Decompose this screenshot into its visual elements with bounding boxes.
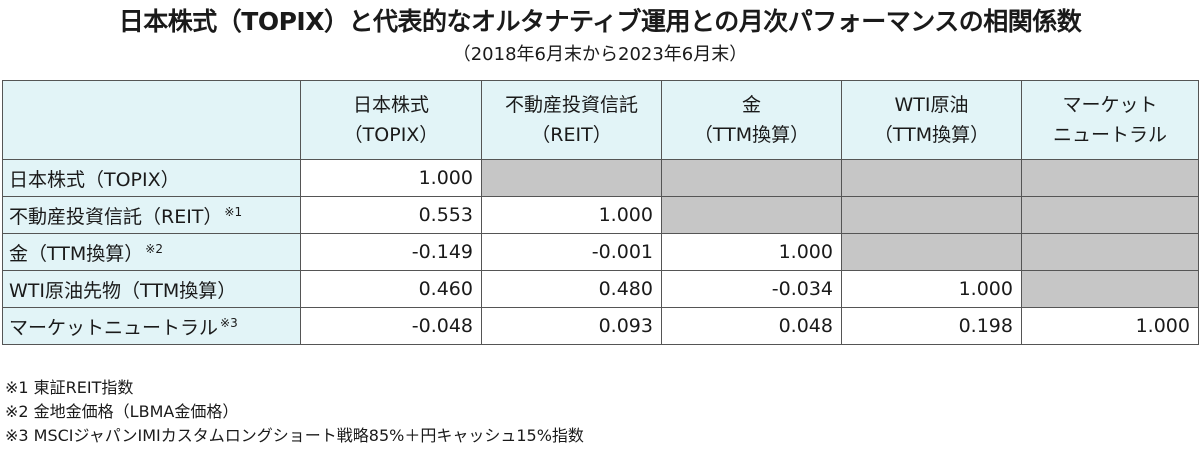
- column-header-line2: （TTM換算）: [693, 124, 810, 146]
- table-cell: 1.000: [1021, 307, 1199, 345]
- row-label: 金（TTM換算） ※2: [2, 233, 301, 271]
- row-label-text: 日本株式（TOPIX）: [9, 168, 180, 191]
- column-header: 日本株式 （TOPIX）: [300, 80, 482, 160]
- empty-cell: [841, 233, 1022, 271]
- column-header-line1: 日本株式: [352, 94, 429, 116]
- column-header: WTI原油 （TTM換算）: [841, 80, 1022, 160]
- empty-cell: [1021, 196, 1199, 234]
- column-header: マーケット ニュートラル: [1021, 80, 1199, 160]
- table-cell: 0.048: [661, 307, 842, 345]
- column-header-line1: 不動産投資信託: [504, 94, 638, 116]
- empty-cell: [1021, 270, 1199, 308]
- correlation-table: 日本株式 （TOPIX） 不動産投資信託 （REIT） 金 （TTM換算） WT…: [2, 80, 1199, 345]
- column-header-line2: （REIT）: [531, 124, 612, 146]
- empty-cell: [481, 159, 662, 197]
- table-row: 不動産投資信託（REIT） ※1 0.553 1.000: [2, 196, 1199, 234]
- table-corner-cell: [2, 80, 301, 160]
- table-cell: -0.034: [661, 270, 842, 308]
- table-cell: 1.000: [300, 159, 482, 197]
- footnote: ※2 金地金価格（LBMA金価格）: [5, 402, 239, 421]
- table-cell: -0.149: [300, 233, 482, 271]
- table-row: 金（TTM換算） ※2 -0.149 -0.001 1.000: [2, 233, 1199, 271]
- table-cell: 0.093: [481, 307, 662, 345]
- footnote-mark: ※1: [224, 204, 243, 219]
- table-row: 日本株式（TOPIX） 1.000: [2, 159, 1199, 197]
- row-label-text: 不動産投資信託（REIT）: [9, 205, 223, 228]
- column-header: 不動産投資信託 （REIT）: [481, 80, 662, 160]
- row-label: WTI原油先物（TTM換算）: [2, 270, 301, 308]
- table-cell: 0.553: [300, 196, 482, 234]
- column-header: 金 （TTM換算）: [661, 80, 842, 160]
- table-cell: 0.460: [300, 270, 482, 308]
- row-label: マーケットニュートラル ※3: [2, 307, 301, 345]
- table-cell: 1.000: [481, 196, 662, 234]
- column-header-line2: ニュートラル: [1052, 124, 1167, 146]
- row-label-text: 金（TTM換算）: [9, 242, 144, 265]
- row-label: 不動産投資信託（REIT） ※1: [2, 196, 301, 234]
- empty-cell: [1021, 159, 1199, 197]
- column-header-line1: WTI原油: [894, 94, 969, 116]
- empty-cell: [841, 196, 1022, 234]
- table-cell: -0.048: [300, 307, 482, 345]
- column-header-line1: 金: [741, 94, 761, 116]
- footnote: ※1 東証REIT指数: [5, 378, 134, 397]
- table-cell: 1.000: [661, 233, 842, 271]
- empty-cell: [1021, 233, 1199, 271]
- column-header-line1: マーケット: [1062, 94, 1158, 116]
- footnotes: ※1 東証REIT指数 ※2 金地金価格（LBMA金価格） ※3 MSCIジャパ…: [5, 376, 584, 448]
- table-cell: 0.198: [841, 307, 1022, 345]
- footnote-mark: ※2: [145, 241, 163, 256]
- table-header-row: 日本株式 （TOPIX） 不動産投資信託 （REIT） 金 （TTM換算） WT…: [2, 80, 1199, 160]
- row-label-text: WTI原油先物（TTM換算）: [9, 279, 237, 302]
- table-row: WTI原油先物（TTM換算） 0.460 0.480 -0.034 1.000: [2, 270, 1199, 308]
- row-label: 日本株式（TOPIX）: [2, 159, 301, 197]
- footnote: ※3 MSCIジャパンIMIカスタムロングショート戦略85%＋円キャッシュ15%…: [5, 426, 584, 445]
- column-header-line2: （TTM換算）: [873, 124, 990, 146]
- footnote-mark: ※3: [220, 315, 238, 330]
- page-title: 日本株式（TOPIX）と代表的なオルタナティブ運用との月次パフォーマンスの相関係…: [118, 7, 1082, 36]
- column-header-line2: （TOPIX）: [343, 124, 439, 146]
- table-row: マーケットニュートラル ※3 -0.048 0.093 0.048 0.198 1…: [2, 307, 1199, 345]
- row-label-text: マーケットニュートラル: [9, 316, 219, 339]
- page-subtitle: （2018年6月末から2023年6月末）: [452, 44, 748, 65]
- table-cell: 1.000: [841, 270, 1022, 308]
- empty-cell: [661, 159, 842, 197]
- table-cell: -0.001: [481, 233, 662, 271]
- empty-cell: [841, 159, 1022, 197]
- table-cell: 0.480: [481, 270, 662, 308]
- empty-cell: [661, 196, 842, 234]
